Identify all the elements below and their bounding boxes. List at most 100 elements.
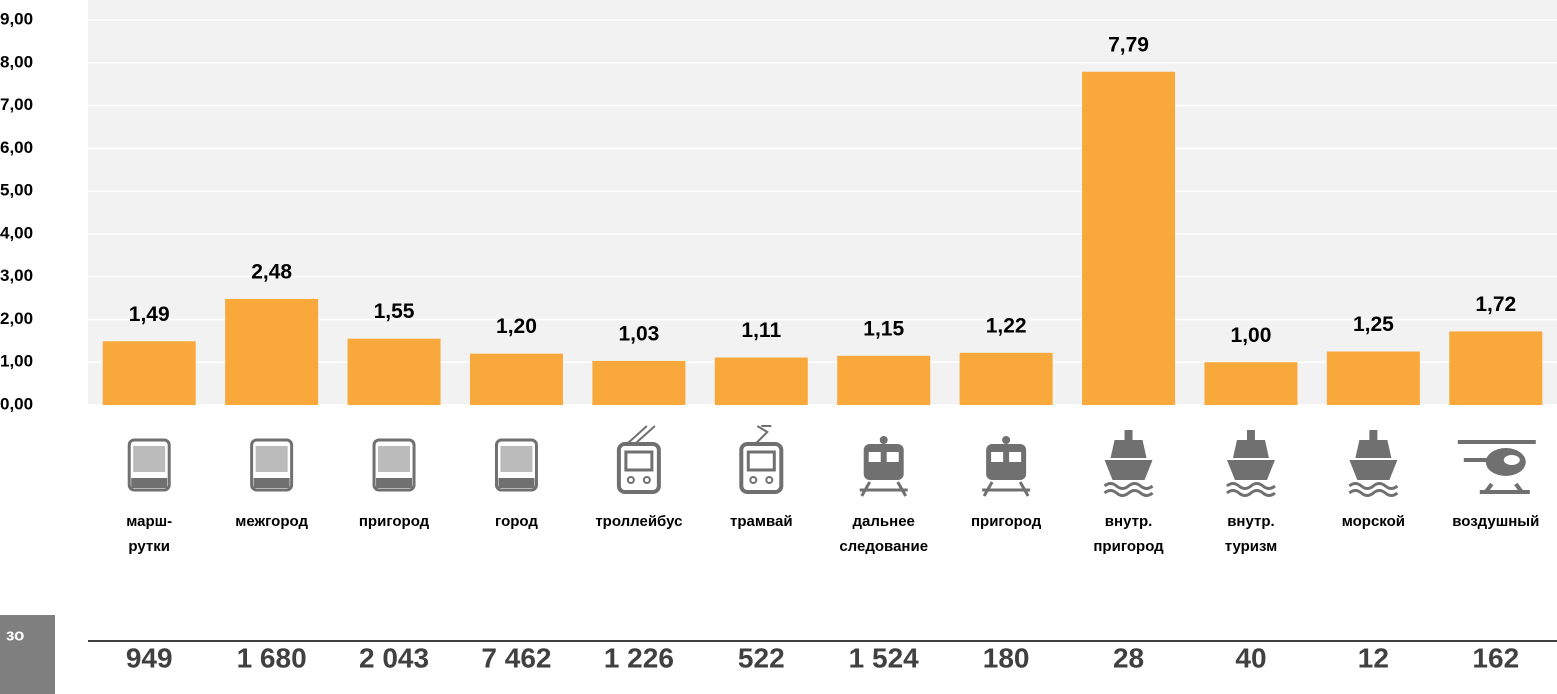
x-tick-label: внутр.: [1105, 513, 1152, 530]
icon-part: [250, 438, 294, 492]
x-tick-label: дальнее: [853, 513, 915, 530]
value-label: 1,03: [618, 322, 659, 345]
x-tick-label: пригород: [359, 513, 430, 530]
bar: [592, 360, 686, 405]
icon-ship: [1103, 430, 1154, 497]
icon-part: [642, 476, 651, 484]
icon-part: [498, 478, 535, 488]
icon-train: [982, 436, 1031, 497]
x-tick-label: туризм: [1225, 538, 1277, 555]
row-value: 1 680: [237, 642, 307, 673]
bar: [225, 298, 319, 405]
x-tick-label: рутки: [128, 538, 170, 555]
icon-part: [376, 478, 413, 488]
icon-bus: [250, 438, 294, 492]
row-value: 1 226: [604, 642, 674, 673]
value-label: 1,00: [1231, 324, 1272, 347]
bar: [347, 338, 441, 405]
y-tick-label: 5,00: [0, 181, 33, 200]
bar: [1082, 71, 1176, 405]
row-value: 7 462: [481, 642, 551, 673]
value-label: 7,79: [1108, 33, 1149, 56]
icon-part: [765, 476, 774, 484]
icon-part: [494, 438, 538, 492]
row-value: 1 524: [849, 642, 919, 673]
icon-part: [1226, 460, 1275, 480]
row-value: 180: [983, 642, 1030, 673]
bar: [837, 355, 931, 405]
row-value: 162: [1472, 642, 1519, 673]
icon-part: [1355, 440, 1392, 458]
icon-part: [739, 442, 784, 494]
row-value: 522: [738, 642, 785, 673]
row-value: 40: [1235, 642, 1266, 673]
icon-ship: [1225, 430, 1276, 497]
icon-trolley: [616, 425, 661, 494]
icon-part: [991, 452, 1004, 462]
icon-part: [127, 438, 171, 492]
icon-part: [1232, 440, 1269, 458]
value-label: 1,11: [741, 319, 781, 342]
bar: [1326, 351, 1420, 405]
value-label: 1,25: [1353, 313, 1394, 336]
icon-part: [1104, 460, 1153, 480]
icon-part: [1457, 440, 1536, 494]
icon-part: [131, 478, 168, 488]
icon-part: [886, 452, 899, 462]
value-label: 1,15: [863, 317, 904, 340]
x-tick-label: марш-: [126, 513, 172, 530]
icon-part: [616, 442, 661, 494]
bar: [1449, 331, 1543, 405]
y-tick-label: 6,00: [0, 138, 33, 157]
icon-bus: [127, 438, 171, 492]
value-label: 2,48: [251, 260, 292, 283]
plot-background: [88, 0, 1557, 405]
row-value: 2 043: [359, 642, 429, 673]
icon-part: [1225, 482, 1276, 497]
icon-part: [624, 450, 654, 472]
x-tick-label: пригород: [1093, 538, 1164, 555]
icon-part: [1124, 430, 1133, 440]
bar: [102, 341, 196, 405]
x-tick-label: троллейбус: [595, 513, 682, 530]
icon-tram: [739, 425, 784, 494]
y-tick-label: 4,00: [0, 223, 33, 242]
x-tick-label: трамвай: [730, 513, 793, 530]
icon-part: [1348, 482, 1399, 497]
icon-part: [859, 481, 908, 497]
y-tick-label: 8,00: [0, 52, 33, 71]
value-label: 1,55: [374, 300, 415, 323]
icon-part: [500, 446, 533, 472]
y-tick-label: 0,00: [0, 394, 33, 413]
value-label: 1,72: [1475, 293, 1516, 316]
icon-part: [372, 438, 416, 492]
bar: [469, 353, 563, 405]
x-tick-label: межгород: [235, 513, 308, 530]
value-label: 1,20: [496, 315, 537, 338]
bar: [714, 357, 808, 405]
icon-part: [754, 425, 772, 445]
icon-part: [626, 425, 648, 445]
icon-part: [1349, 460, 1398, 480]
x-tick-label: пригород: [971, 513, 1042, 530]
icon-part: [253, 478, 290, 488]
icon-part: [1369, 430, 1378, 440]
value-label: 1,49: [129, 303, 170, 326]
row-label: зо: [6, 625, 24, 644]
icon-part: [626, 476, 635, 484]
icon-part: [255, 446, 288, 472]
x-tick-label: город: [495, 513, 538, 530]
icon-part: [982, 481, 1031, 497]
y-tick-label: 9,00: [0, 9, 33, 28]
icon-part: [1002, 436, 1011, 444]
y-tick-label: 2,00: [0, 309, 33, 328]
icon-part: [1246, 430, 1255, 440]
icon-heli: [1457, 440, 1536, 494]
row-value: 12: [1358, 642, 1389, 673]
row-label-box: [0, 615, 55, 694]
row-value: 28: [1113, 642, 1144, 673]
y-tick-label: 3,00: [0, 266, 33, 285]
row-value: 949: [126, 642, 173, 673]
y-tick-label: 1,00: [0, 352, 33, 371]
x-tick-label: внутр.: [1227, 513, 1274, 530]
